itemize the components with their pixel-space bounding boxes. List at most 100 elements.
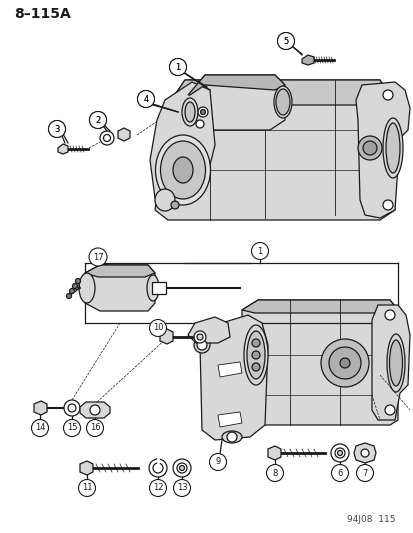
Polygon shape (242, 300, 397, 313)
Text: 6: 6 (337, 469, 342, 478)
Ellipse shape (384, 310, 394, 320)
Text: 15: 15 (66, 424, 77, 432)
Polygon shape (353, 443, 375, 463)
Ellipse shape (66, 294, 71, 298)
Circle shape (356, 464, 373, 481)
Polygon shape (85, 265, 154, 277)
Text: 4: 4 (143, 94, 148, 103)
Polygon shape (188, 317, 230, 343)
Ellipse shape (75, 279, 80, 284)
Polygon shape (371, 305, 409, 420)
Polygon shape (218, 412, 242, 427)
Ellipse shape (221, 431, 242, 443)
Circle shape (137, 91, 154, 108)
Circle shape (173, 480, 190, 497)
Ellipse shape (389, 340, 401, 386)
Circle shape (277, 33, 294, 50)
Polygon shape (301, 55, 313, 65)
Polygon shape (80, 461, 93, 475)
Ellipse shape (382, 118, 402, 178)
Text: 9: 9 (215, 457, 220, 466)
Ellipse shape (103, 134, 110, 141)
Polygon shape (118, 128, 130, 141)
Ellipse shape (235, 335, 252, 391)
Circle shape (137, 91, 154, 108)
Ellipse shape (328, 347, 360, 379)
Ellipse shape (64, 400, 80, 416)
Polygon shape (355, 82, 409, 218)
Text: 5: 5 (282, 36, 288, 45)
Ellipse shape (247, 331, 264, 379)
Ellipse shape (197, 107, 207, 117)
Circle shape (251, 243, 268, 260)
Text: 94J08  115: 94J08 115 (347, 515, 395, 524)
Circle shape (89, 248, 107, 266)
Ellipse shape (252, 351, 259, 359)
Polygon shape (218, 362, 242, 377)
Text: 1: 1 (175, 62, 180, 71)
Ellipse shape (385, 123, 399, 173)
Ellipse shape (252, 363, 259, 371)
Polygon shape (180, 75, 284, 130)
Ellipse shape (337, 450, 342, 456)
Ellipse shape (79, 273, 95, 303)
Ellipse shape (179, 465, 184, 471)
Ellipse shape (273, 86, 291, 118)
Ellipse shape (90, 405, 100, 415)
Polygon shape (242, 300, 397, 425)
Text: 13: 13 (176, 483, 187, 492)
Ellipse shape (330, 444, 348, 462)
Text: 7: 7 (361, 469, 367, 478)
Circle shape (331, 464, 348, 481)
Ellipse shape (384, 405, 394, 415)
Polygon shape (199, 315, 267, 440)
Circle shape (78, 480, 95, 497)
Text: 3: 3 (54, 125, 59, 133)
Ellipse shape (252, 339, 259, 347)
Ellipse shape (72, 284, 77, 288)
Ellipse shape (357, 136, 381, 160)
Ellipse shape (386, 334, 404, 392)
Ellipse shape (69, 288, 74, 294)
Ellipse shape (382, 200, 392, 210)
Ellipse shape (200, 109, 205, 115)
Ellipse shape (149, 459, 166, 477)
Circle shape (48, 120, 65, 138)
Bar (152, 282, 166, 294)
Polygon shape (188, 75, 284, 95)
Ellipse shape (182, 98, 197, 126)
Ellipse shape (195, 120, 204, 128)
Ellipse shape (275, 89, 289, 115)
Circle shape (169, 59, 186, 76)
Circle shape (209, 454, 226, 471)
Circle shape (169, 59, 186, 76)
Ellipse shape (147, 275, 159, 301)
Ellipse shape (173, 157, 192, 183)
Ellipse shape (173, 459, 190, 477)
Polygon shape (159, 329, 173, 344)
Circle shape (63, 419, 80, 437)
Circle shape (86, 419, 103, 437)
Text: 3: 3 (54, 125, 59, 133)
Ellipse shape (362, 141, 376, 155)
Circle shape (48, 120, 65, 138)
Ellipse shape (197, 334, 202, 340)
Circle shape (266, 464, 283, 481)
Circle shape (31, 419, 48, 437)
Ellipse shape (160, 141, 205, 199)
Ellipse shape (155, 135, 210, 205)
Circle shape (89, 111, 106, 128)
Ellipse shape (226, 432, 236, 442)
Polygon shape (58, 144, 68, 154)
Polygon shape (168, 80, 394, 105)
Polygon shape (154, 80, 394, 220)
Ellipse shape (177, 463, 187, 473)
Text: 4: 4 (143, 94, 148, 103)
Ellipse shape (334, 448, 344, 458)
Ellipse shape (194, 337, 209, 353)
Circle shape (149, 480, 166, 497)
Ellipse shape (339, 358, 349, 368)
Ellipse shape (68, 404, 76, 412)
Text: 12: 12 (152, 483, 163, 492)
Polygon shape (267, 446, 280, 460)
